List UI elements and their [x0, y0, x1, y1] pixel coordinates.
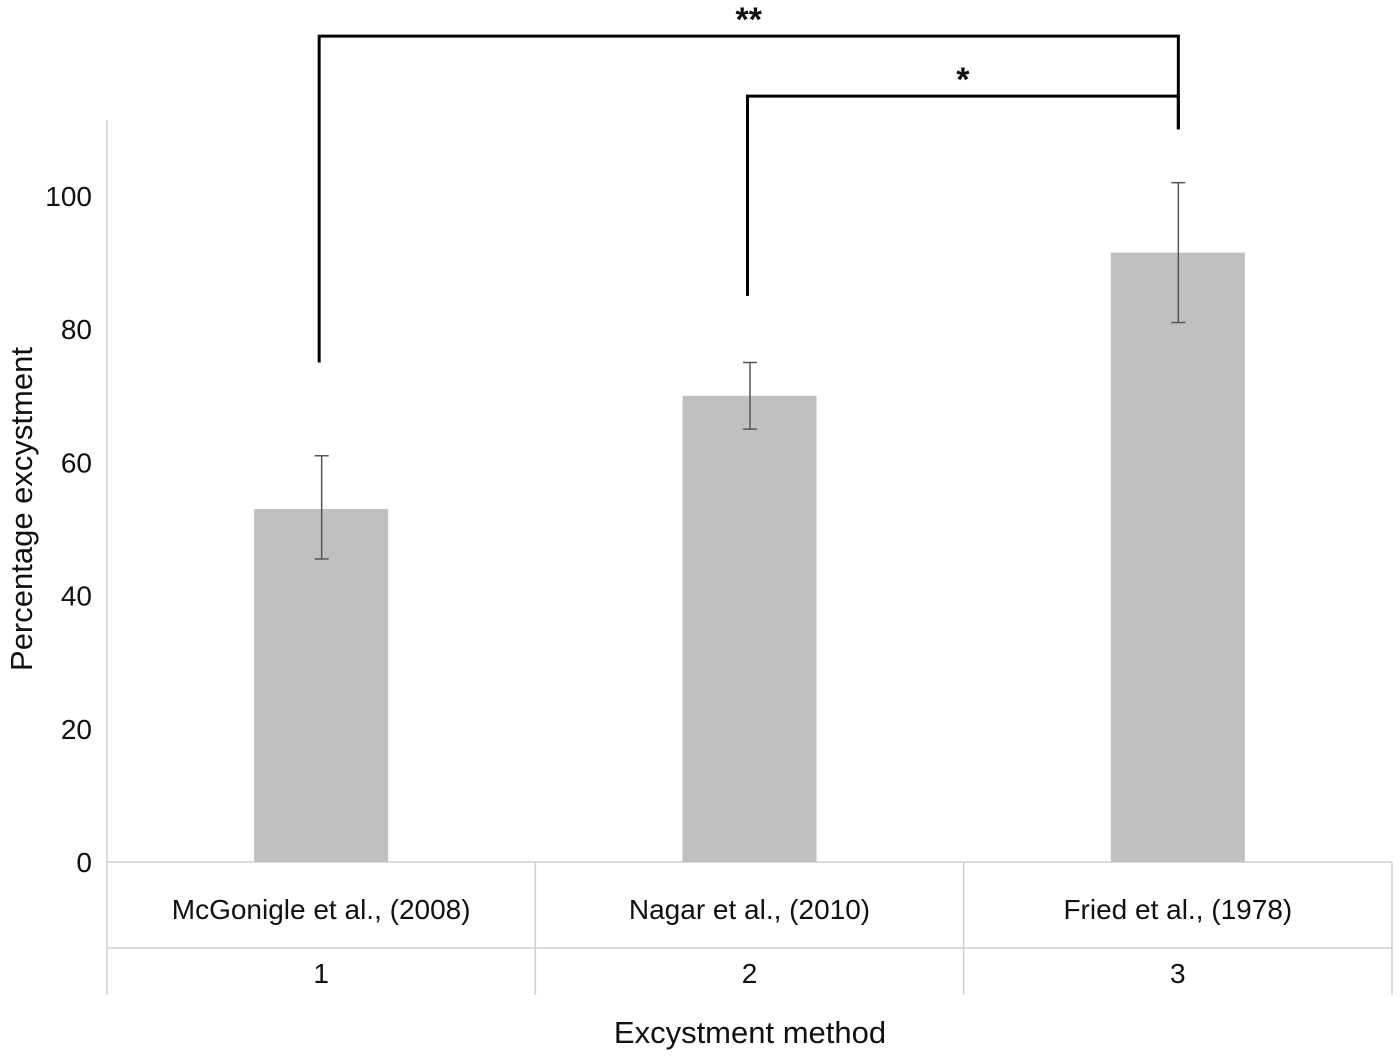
y-tick-label: 20 [61, 714, 92, 745]
error-bars-layer [314, 181, 1186, 560]
x-axis-title: Excystment method [614, 1015, 886, 1050]
bars-layer [254, 252, 1245, 863]
y-axis-title: Percentage excystment [4, 347, 39, 671]
error-bar [743, 361, 757, 430]
x-category-label: McGonigle et al., (2008) [172, 894, 471, 925]
significance-layer: *** [317, 1, 1180, 363]
x-category-index-label: 1 [313, 958, 329, 989]
error-bar [314, 454, 329, 560]
bar [1110, 252, 1245, 863]
y-tick-label: 60 [61, 447, 92, 478]
significance-bracket: * [746, 61, 1180, 296]
x-category-index-label: 2 [742, 958, 758, 989]
x-category-label: Nagar et al., (2010) [629, 894, 870, 925]
labels-layer: 0 20 40 60 80 100 McGonigle et al., (2008) 1 Nag… [4, 181, 1292, 1050]
y-tick-label: 100 [45, 181, 92, 212]
y-tick-label: 0 [76, 847, 92, 878]
x-category-label: Fried et al., (1978) [1063, 894, 1292, 925]
bar [682, 395, 817, 862]
y-tick-label: 80 [61, 314, 92, 345]
significance-bracket-line [317, 34, 1180, 363]
error-bar [1171, 181, 1186, 324]
y-tick-label: 40 [61, 581, 92, 612]
significance-bracket: ** [317, 1, 1180, 363]
bar [254, 509, 389, 862]
significance-bracket-line [746, 94, 1180, 296]
significance-label: * [956, 61, 970, 99]
significance-label: ** [736, 1, 763, 39]
x-category-index-label: 3 [1170, 958, 1186, 989]
